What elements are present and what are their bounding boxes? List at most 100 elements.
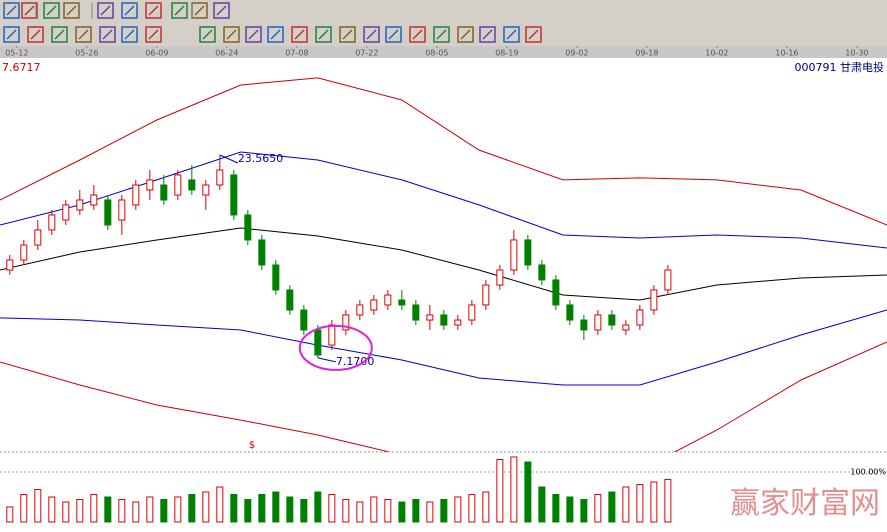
candle-body [440,314,448,326]
icon [412,29,423,40]
toolbar-button[interactable] [145,2,162,19]
icon [102,29,113,40]
candle-body [370,299,378,311]
toolbar-button[interactable] [97,2,114,19]
volume-bar [48,496,56,523]
candle-body [314,329,322,356]
toolbar-button[interactable] [479,26,496,43]
candle-body [664,269,672,291]
icon [363,26,380,43]
icon [213,2,230,19]
toolbar-button[interactable] [457,26,474,43]
toolbar-button[interactable] [315,26,332,43]
toolbar-button[interactable] [199,26,216,43]
toolbar-button[interactable] [503,26,520,43]
candle-body [244,214,252,241]
toolbar-button[interactable] [339,26,356,43]
volume-bar [594,494,602,523]
candle-body [468,304,476,321]
toolbar-button[interactable] [363,26,380,43]
icon [366,29,377,40]
volume-bar [20,494,28,523]
x-tick-label: 07-08 [285,49,308,58]
candle-body [608,314,616,326]
icon [6,29,17,40]
icon [174,5,185,16]
candle-body [650,289,658,311]
toolbar-button[interactable] [3,26,20,43]
toolbar-button[interactable] [245,26,262,43]
icon [171,2,188,19]
toolbar-button[interactable] [63,2,80,19]
toolbar-button[interactable] [145,26,162,43]
toolbar-button[interactable] [291,26,308,43]
icon [124,29,135,40]
candle-body [132,184,140,206]
icon [3,26,20,43]
icon [482,29,493,40]
volume-bar [552,494,560,523]
candle-body [594,314,602,331]
candle-body [188,179,196,191]
candle-body [76,199,84,211]
toolbar-button[interactable] [121,2,138,19]
candle-body [6,259,14,271]
toolbar-button[interactable] [51,26,68,43]
icon [388,29,399,40]
candle-body [622,324,630,331]
volume-bar [412,499,420,523]
toolbar-button[interactable] [43,2,60,19]
volume-bar [650,481,658,523]
volume-bar [496,459,504,523]
candle-body [510,239,518,271]
band-line [0,341,887,452]
icon [216,5,227,16]
toolbar-button[interactable] [121,26,138,43]
icon [148,29,159,40]
toolbar-button[interactable] [75,26,92,43]
volume-bar [216,486,224,523]
toolbar-button[interactable] [21,2,38,19]
volume-bar [622,486,630,523]
icon [479,26,496,43]
toolbar-button[interactable] [171,2,188,19]
toolbar-button[interactable] [3,2,20,19]
toolbar-button[interactable] [223,26,240,43]
volume-bar [230,494,238,523]
toolbar-button[interactable] [27,26,44,43]
x-tick-label: 08-19 [495,49,518,58]
x-tick-label: 10-30 [845,49,868,58]
volume-bar [118,499,126,523]
toolbar-button[interactable] [525,26,542,43]
x-tick-label: 09-02 [565,49,588,58]
candle-body [90,194,98,206]
volume-bar [608,491,616,523]
icon [75,26,92,43]
toolbar-button[interactable] [213,2,230,19]
volume-bar [524,461,532,523]
x-tick-label: 08-05 [425,49,448,58]
toolbar-button[interactable] [99,26,116,43]
candle-body [538,264,546,281]
icon [385,26,402,43]
candle-body [48,214,56,231]
candle-body [300,309,308,331]
icon [433,26,450,43]
candle-body [496,269,504,286]
candle-body [146,179,154,191]
toolbar-button[interactable] [267,26,284,43]
toolbar-button[interactable] [433,26,450,43]
annotation-line [317,357,336,363]
toolbar-button[interactable] [385,26,402,43]
volume-bar [286,496,294,523]
volume-bar [482,491,490,523]
band-line [0,77,887,226]
icon [315,26,332,43]
candle-body [230,174,238,216]
date-strip [0,46,887,58]
toolbar-button[interactable] [409,26,426,43]
chart-area [0,58,887,532]
candle-body [636,309,644,326]
icon [66,5,77,16]
icon [121,2,138,19]
